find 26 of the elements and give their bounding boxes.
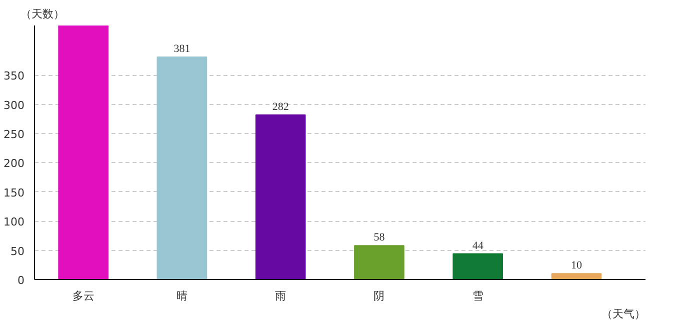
y-tick-label: 300 [4, 98, 25, 112]
x-tick-label: 晴 [176, 290, 188, 302]
bar [452, 253, 503, 280]
y-tick-label: 100 [4, 216, 25, 229]
bar [255, 114, 306, 280]
y-tick-label: 150 [4, 186, 25, 200]
data-label: 10 [570, 260, 582, 272]
y-tick-label: 250 [4, 128, 25, 142]
x-axis-title: （天气） [602, 308, 646, 320]
bar [354, 245, 404, 280]
y-tick-label: 50 [10, 244, 25, 258]
y-tick-label: 350 [4, 70, 25, 83]
x-tick-label: 阴 [374, 290, 385, 302]
bar [58, 26, 108, 280]
y-tick-label: 0 [18, 274, 24, 287]
data-label: 282 [272, 100, 289, 113]
data-label: 58 [374, 232, 386, 244]
x-tick-label: 雪 [472, 290, 484, 302]
x-tick-label: 雨 [275, 290, 286, 302]
data-label: 381 [174, 43, 190, 56]
data-label: 44 [472, 240, 484, 252]
x-tick-label: 多云 [72, 290, 94, 302]
bar [551, 273, 602, 280]
y-tick-label: 200 [4, 157, 25, 170]
bar [156, 56, 208, 280]
y-axis-title: （天数） [20, 8, 64, 20]
